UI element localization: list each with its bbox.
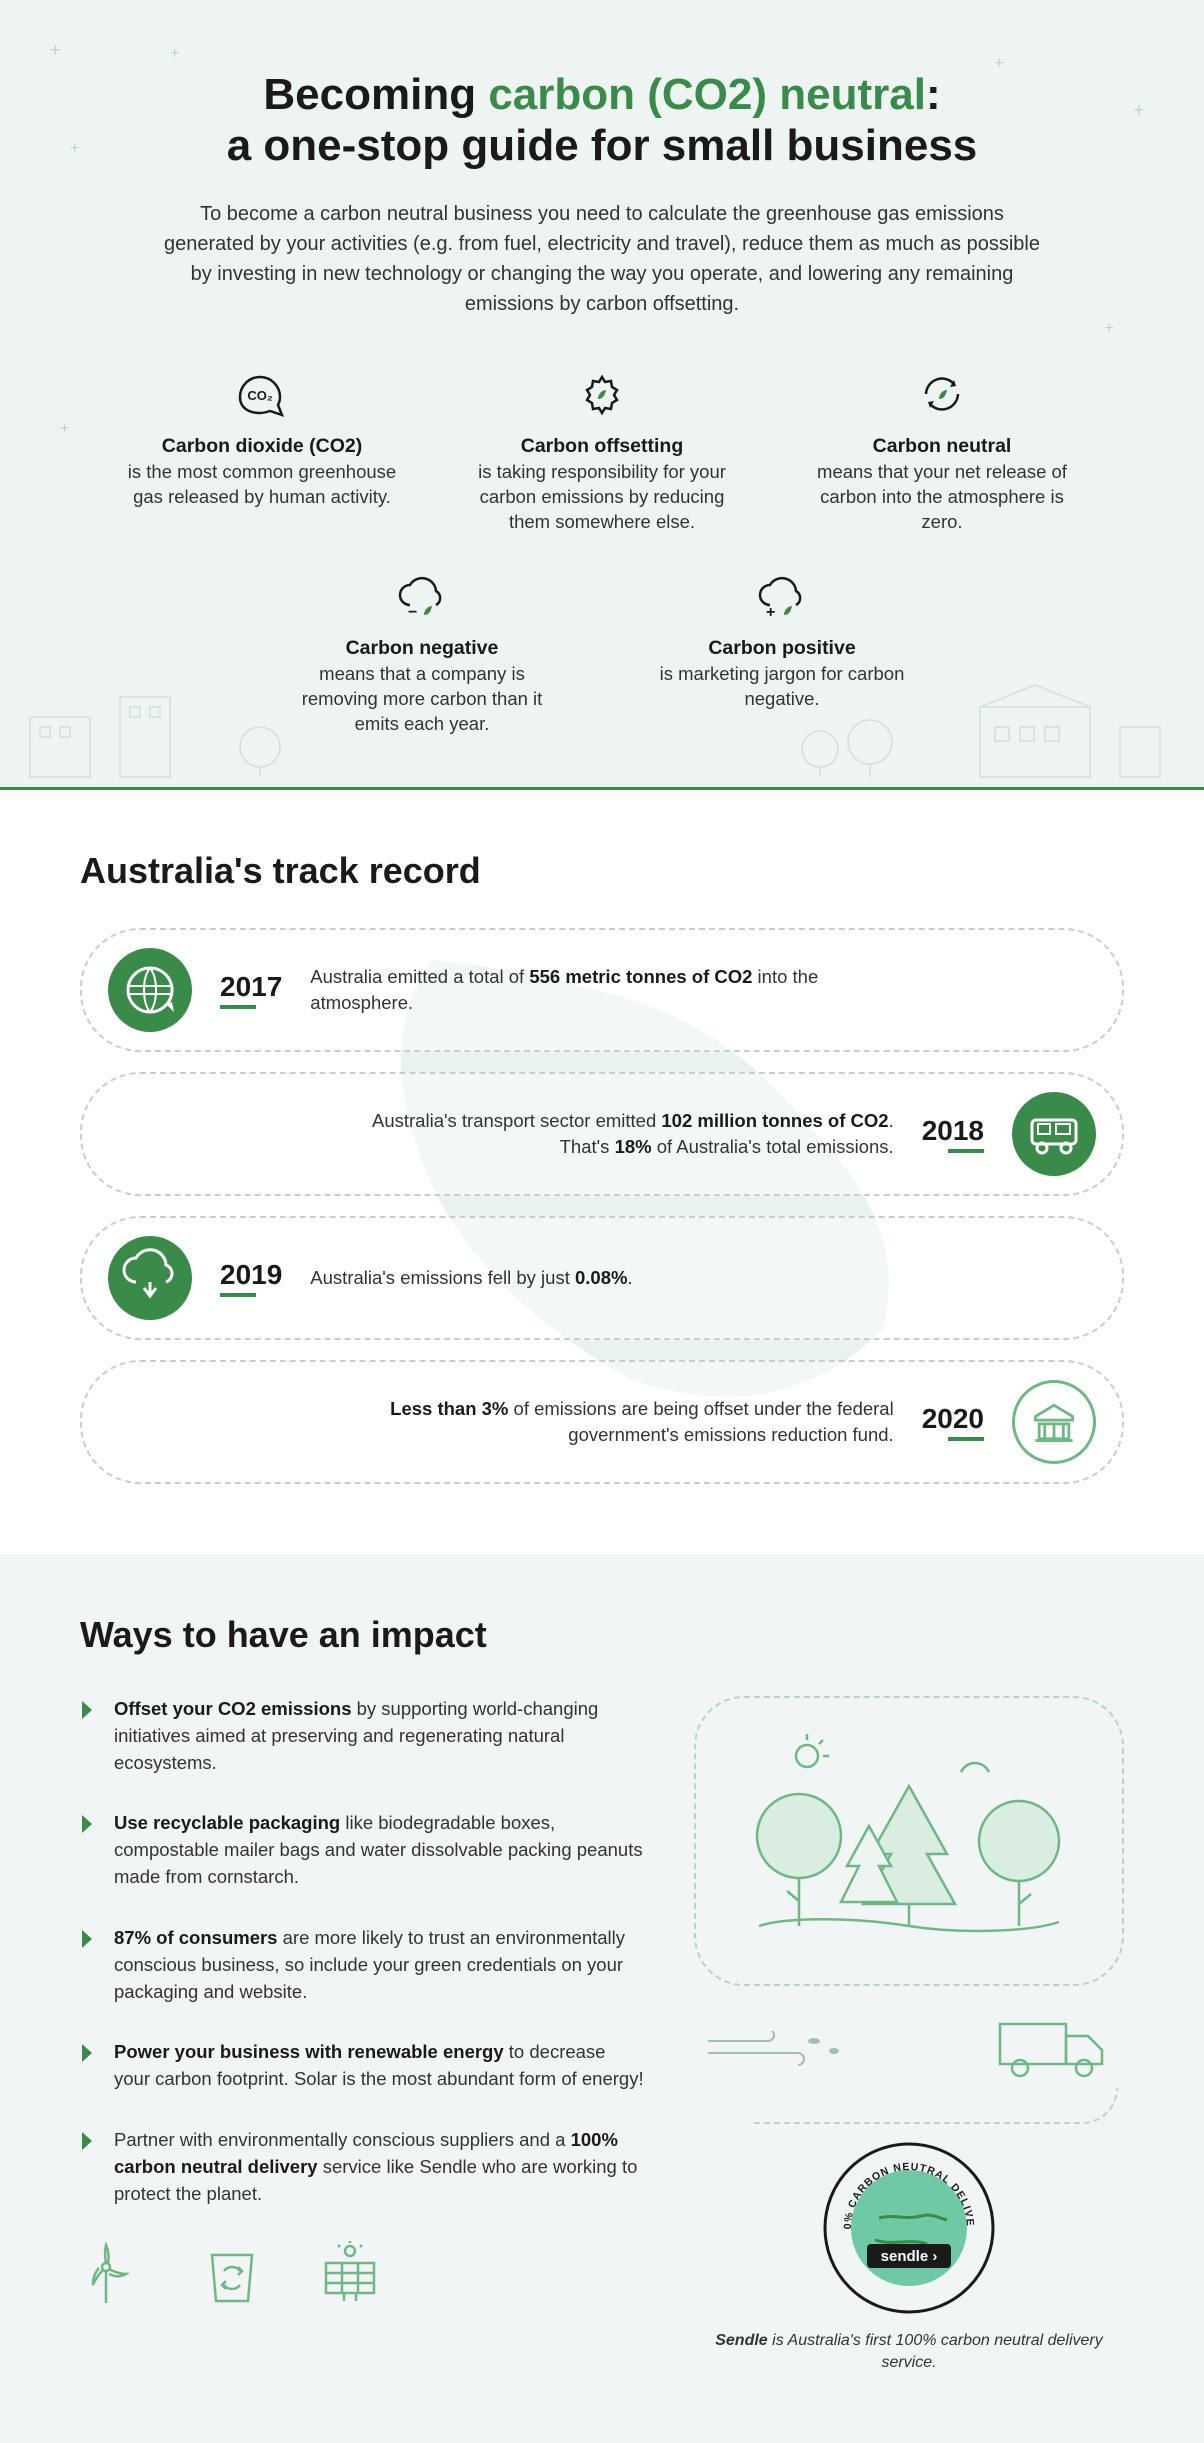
hero-section: + + + + + Becoming carbon (CO2) neutral:… [0, 0, 1204, 790]
decoration-plus: + [170, 45, 179, 63]
svg-text:−: − [408, 604, 417, 621]
timeline: 2017 Australia emitted a total of 556 met… [80, 928, 1124, 1484]
definitions-row-1: CO₂ Carbon dioxide (CO2) is the most com… [80, 369, 1124, 535]
cloud-minus-icon: − [392, 571, 452, 621]
timeline-text: Australia's emissions fell by just 0.08%… [310, 1265, 632, 1291]
dashed-curve [754, 2088, 1118, 2124]
timeline-year: 2020 [922, 1403, 984, 1441]
chevron-icon [80, 1813, 96, 1835]
timeline-icon [108, 1236, 192, 1320]
page-subtitle: To become a carbon neutral business you … [162, 199, 1042, 319]
impact-item: Use recyclable packaging like biodegrada… [80, 1810, 644, 1890]
chevron-icon [80, 2130, 96, 2152]
timeline-row-2019: 2019 Australia's emissions fell by just 0… [80, 1216, 1124, 1340]
timeline-icon [1012, 1092, 1096, 1176]
definition-co2: CO₂ Carbon dioxide (CO2) is the most com… [122, 369, 402, 535]
definition-neutral: Carbon neutral means that your net relea… [802, 369, 1082, 535]
truck-icon [994, 2014, 1114, 2084]
gear-leaf-icon [572, 369, 632, 419]
timeline-year: 2017 [220, 971, 282, 1009]
decoration-plus: + [995, 55, 1004, 73]
impact-illustration: sendle › 100% CARBON NEUTRAL DELIVERY Se… [694, 1696, 1124, 2373]
sendle-badge-wrap: sendle › 100% CARBON NEUTRAL DELIVERY Se… [694, 2140, 1124, 2373]
impact-section: Ways to have an impact Offset your CO2 e… [0, 1554, 1204, 2443]
timeline-row-2017: 2017 Australia emitted a total of 556 met… [80, 928, 1124, 1052]
timeline-icon [1012, 1380, 1096, 1464]
timeline-text: Less than 3% of emissions are being offs… [354, 1396, 894, 1448]
impact-list: Offset your CO2 emissions by supporting … [80, 1696, 644, 2373]
timeline-icon [108, 948, 192, 1032]
svg-text:+: + [766, 604, 775, 621]
impact-item: Offset your CO2 emissions by supporting … [80, 1696, 644, 1776]
co2-bubble-icon: CO₂ [232, 369, 292, 419]
impact-item: Power your business with renewable energ… [80, 2039, 644, 2093]
footer-icons [80, 2241, 644, 2309]
badge-brand-text: sendle › [881, 2248, 938, 2265]
impact-item: 87% of consumers are more likely to trus… [80, 1925, 644, 2005]
svg-text:CO₂: CO₂ [247, 388, 273, 403]
track-record-section: Australia's track record 2017 Australia e… [0, 790, 1204, 1554]
cloud-plus-icon: + [752, 571, 812, 621]
recycle-bin-icon [198, 2241, 266, 2309]
timeline-text: Australia's transport sector emitted 102… [354, 1108, 894, 1160]
definition-offsetting: Carbon offsetting is taking responsibili… [462, 369, 742, 535]
decoration-plus: + [1105, 320, 1114, 338]
track-heading: Australia's track record [80, 850, 1124, 892]
truck-row [694, 2014, 1124, 2084]
timeline-row-2020: 2020 Less than 3% of emissions are being … [80, 1360, 1124, 1484]
cycle-leaf-icon [912, 369, 972, 419]
decoration-plus: + [60, 420, 69, 438]
badge-caption: Sendle is Australia's first 100% carbon … [694, 2330, 1124, 2373]
timeline-text: Australia emitted a total of 556 metric … [310, 964, 850, 1016]
cityscape-illustration [0, 677, 1204, 787]
decoration-plus: + [70, 140, 79, 158]
timeline-year: 2018 [922, 1115, 984, 1153]
forest-illustration [694, 1696, 1124, 1986]
wind-turbine-icon [80, 2241, 148, 2309]
chevron-icon [80, 2042, 96, 2064]
timeline-year: 2019 [220, 1259, 282, 1297]
chevron-icon [80, 1928, 96, 1950]
impact-item: Partner with environmentally conscious s… [80, 2127, 644, 2207]
sendle-badge-icon: sendle › 100% CARBON NEUTRAL DELIVERY [821, 2140, 997, 2316]
timeline-row-2018: 2018 Australia's transport sector emitted… [80, 1072, 1124, 1196]
wind-lines-icon [704, 2031, 854, 2067]
chevron-icon [80, 1699, 96, 1721]
solar-panel-icon [316, 2241, 384, 2309]
page-title: Becoming carbon (CO2) neutral: a one-sto… [80, 70, 1124, 171]
impact-heading: Ways to have an impact [80, 1614, 1124, 1656]
